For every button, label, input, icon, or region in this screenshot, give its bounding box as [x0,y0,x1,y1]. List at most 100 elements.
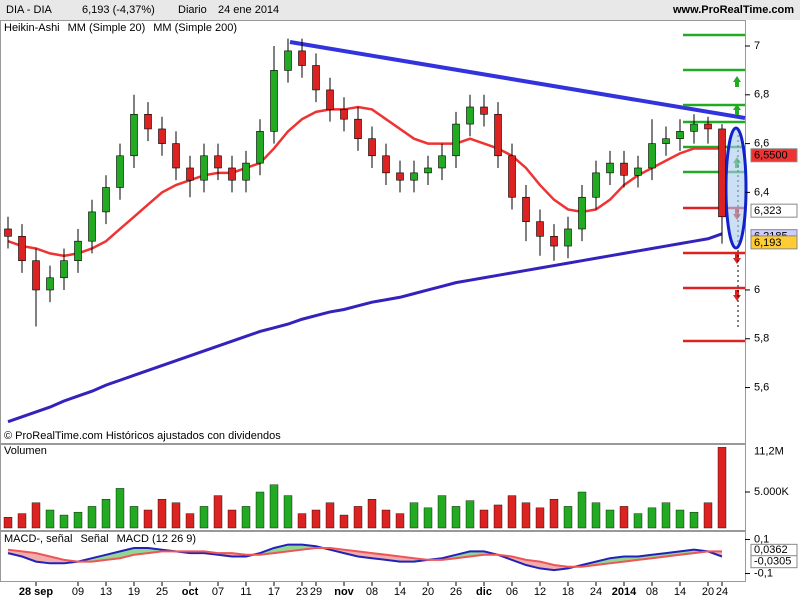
x-tick-label: 06 [506,586,518,598]
candle-body [662,138,670,144]
end-label: 0,0362 [754,544,788,556]
candle-body [186,167,194,181]
legend-entry: MACD-, señal [4,533,72,545]
candle-body [60,260,68,279]
x-tick-label: 14 [674,586,686,598]
volume-bar [339,514,349,529]
volume-bar [101,499,111,529]
candle-body [214,155,222,169]
volume-bar [661,502,671,529]
panel-frames [0,20,746,582]
x-tick-label: 17 [268,586,280,598]
volume-frame [0,444,746,531]
last-volume-label: 11,2M [754,445,784,457]
y-tick-label: 6,4 [754,186,769,198]
date: 24 ene 2014 [218,4,279,16]
x-tick-label: 20 [422,586,434,598]
period: Diario [178,4,207,16]
candle-body [32,260,40,291]
y-tick-label: 7 [754,40,760,52]
candle-body [368,138,376,157]
volume-bar [115,488,125,529]
copyright: © ProRealTime.com Históricos ajustados c… [4,430,281,442]
candle-body [494,114,502,157]
x-tick-label: oct [182,586,199,598]
legend-entry: MM (Simple 200) [153,22,237,34]
candle-body [270,70,278,132]
candle-body [704,123,712,130]
price-label: 6,5500 [754,150,788,162]
y-tick-label: -0,1 [754,567,773,579]
price-label: 6,193 [754,237,782,249]
x-tick-label: 25 [156,586,168,598]
volume-bar [269,484,279,529]
candle-body [46,277,54,291]
volume-bar [521,502,531,529]
x-tick-label: 2014 [612,586,637,598]
candle-body [158,128,166,144]
candle-body [466,106,474,125]
candle-body [74,240,82,261]
candle-body [256,131,264,164]
volume-bar [157,499,167,529]
candle-body [508,155,516,198]
volume-bar [3,517,13,529]
candle-body [578,196,586,230]
volume-bar [283,495,293,529]
x-tick-label: 23 [296,586,308,598]
legend-entry: MACD (12 26 9) [117,533,196,545]
line [7,105,722,258]
line [7,543,723,572]
candle-body [382,155,390,174]
candle-body [564,228,572,247]
end-label-box [750,555,798,569]
volume-bar [73,511,83,529]
volume-bar [451,506,461,529]
x-tick-label: dic [476,586,492,598]
volume-bar [591,502,601,529]
candle-body [606,162,614,174]
candle-body [102,187,110,213]
volume-bar [143,509,153,529]
volume-bar [535,507,545,529]
x-tick-label: 24 [716,586,728,598]
quote: 6,193 (-4,37%) [82,4,155,16]
candle-body [536,221,544,237]
x-tick-label: 07 [212,586,224,598]
candle-body [480,106,488,115]
x-tick-label: 24 [590,586,602,598]
candle-body [18,235,26,261]
volume-bar [633,513,643,529]
volume-bar [577,491,587,529]
x-tick-label: 09 [72,586,84,598]
y-tick-label: 6,6 [754,137,769,149]
x-tick-label: 29 [310,586,322,598]
volume-bar [717,447,727,529]
candle-body [620,162,628,176]
volume-bar [311,509,321,529]
y-tick-label: 5,8 [754,333,769,345]
volume-bar [675,509,685,529]
volume-bar [213,495,223,529]
volume-bar [381,509,391,529]
x-tick-label: 18 [562,586,574,598]
volume-bar [227,509,237,529]
volume-bar [185,513,195,529]
candle-body [438,155,446,169]
line [7,546,722,568]
volume-bar [171,502,181,529]
volume-bar [479,509,489,529]
highlight-ellipse [724,126,748,250]
volume-bar [493,504,503,529]
candle-body [228,167,236,181]
volume-bar [45,509,55,529]
candle-body [326,89,334,110]
volume-bar [241,506,251,529]
volume-bar [59,514,69,529]
candle-body [130,114,138,157]
candle-body [312,65,320,91]
volume-bar [507,495,517,529]
candle-body [690,123,698,132]
candle-body [144,114,152,130]
